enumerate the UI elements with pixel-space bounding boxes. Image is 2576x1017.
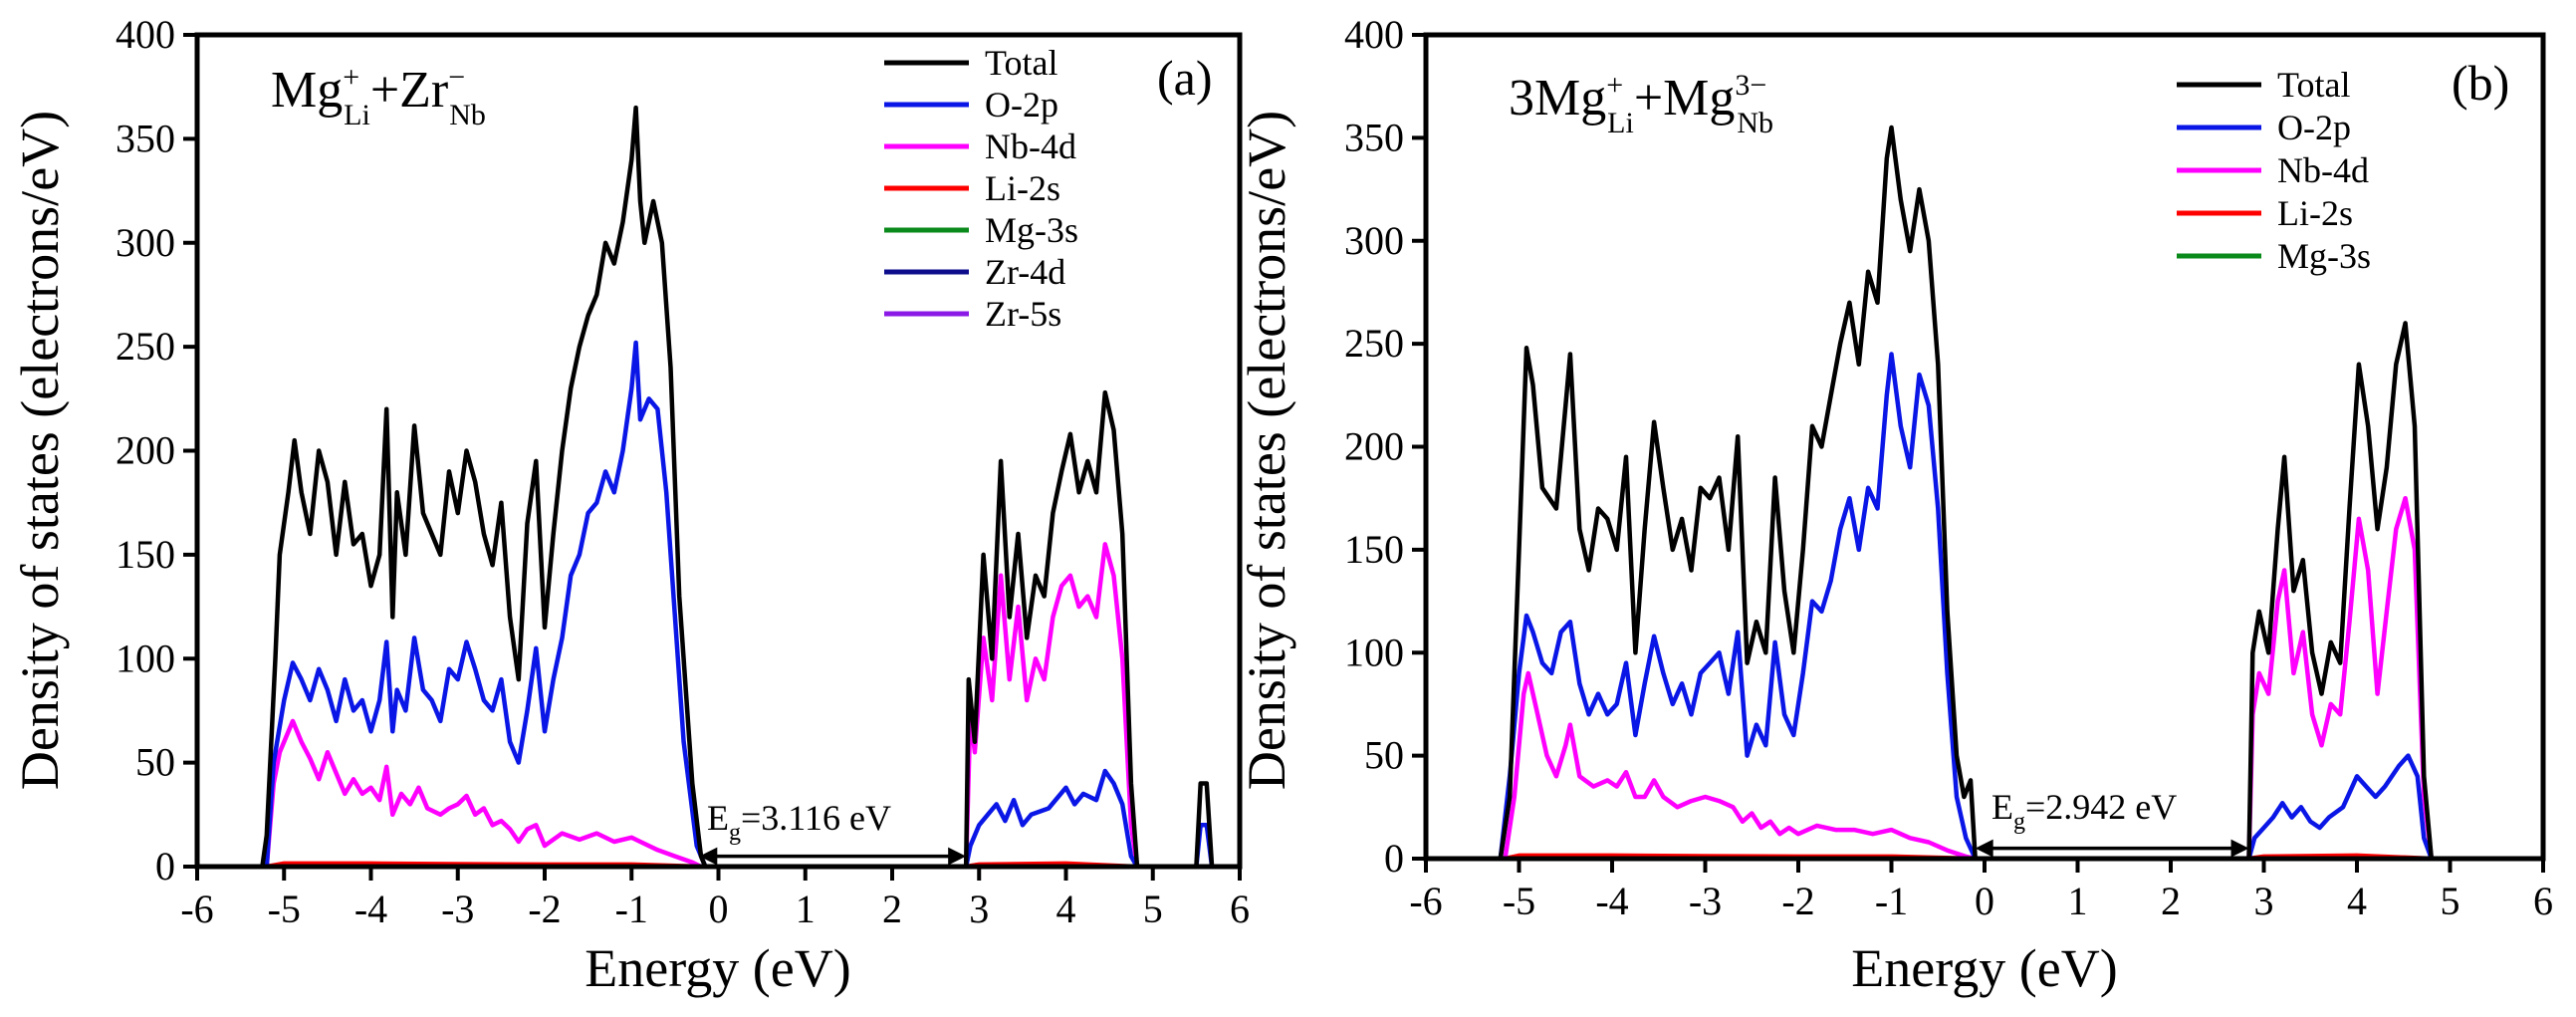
panel-b-x-axis-title: Energy (eV) xyxy=(1851,938,2117,998)
panel-b-ticks: -6 -5 -4 -3 -2 -1 0 1 2 3 4 5 6 0 50 100 150 200 250 300 350… xyxy=(1344,12,2553,923)
panel-b-y-tick-label: 150 xyxy=(1344,527,1404,572)
panel-b-x-tick-label: -4 xyxy=(1595,879,1628,923)
panel-b-x-tick-label: -6 xyxy=(1409,879,1442,923)
panel-a-x-tick-label: 6 xyxy=(1230,887,1250,931)
panel-b-y-tick-label: 0 xyxy=(1384,836,1404,881)
panel-a-plot-frame xyxy=(194,32,1243,870)
panel-a-x-tick-label: -5 xyxy=(268,887,301,931)
panel-a-legend-label-nb-4d: Nb-4d xyxy=(985,127,1076,166)
panel-a-x-tick-label: 3 xyxy=(969,887,989,931)
panel-a-gap-arrow-right-head xyxy=(948,847,967,866)
panel-b-gap-arrow-right-head xyxy=(2230,839,2249,858)
panel-b-x-tick-label: -2 xyxy=(1781,879,1814,923)
panel-a-series xyxy=(197,105,1240,870)
panel-b: -6 -5 -4 -3 -2 -1 0 1 2 3 4 5 6 0 50 100 150 200 250 300 350… xyxy=(1237,12,2553,998)
panel-b-series-total xyxy=(1426,125,2543,862)
panel-a-x-tick-label: -6 xyxy=(180,887,213,931)
panel-a-x-tick-label: -4 xyxy=(354,887,387,931)
panel-a-legend-label-o-2p: O-2p xyxy=(985,85,1058,125)
panel-b-x-tick-label: -1 xyxy=(1875,879,1908,923)
panel-b-x-tick-label: 2 xyxy=(2161,879,2181,923)
panel-a-legend-label-total: Total xyxy=(985,43,1057,83)
panel-b-plot-frame xyxy=(1423,32,2546,862)
panel-a: -6 -5 -4 -3 -2 -1 0 1 2 3 4 5 6 0 50 100 150 200 250 300 350… xyxy=(10,12,1250,998)
panel-a-x-tick-label: 1 xyxy=(796,887,816,931)
panel-a-x-tick-label: 2 xyxy=(882,887,902,931)
panel-a-legend-label-zr-4d: Zr-4d xyxy=(985,252,1065,292)
panel-b-x-tick-label: 5 xyxy=(2441,879,2460,923)
panel-a-x-tick-label: -2 xyxy=(528,887,561,931)
panel-b-x-tick-label: 4 xyxy=(2347,879,2367,923)
panel-b-x-tick-label: 1 xyxy=(2068,879,2088,923)
panel-b-y-tick-label: 350 xyxy=(1344,115,1404,159)
panel-a-legend-label-zr-5s: Zr-5s xyxy=(985,294,1061,334)
panel-b-x-tick-label: -3 xyxy=(1689,879,1722,923)
panel-a-formula: Mg+ Li+Zr− Nb xyxy=(271,61,486,131)
panel-a-x-tick-label: -1 xyxy=(615,887,648,931)
panel-b-legend-label-total: Total xyxy=(2277,65,2350,105)
panel-a-y-tick-label: 300 xyxy=(116,220,175,265)
panel-b-formula: 3Mg+ Li+Mg3− Nb xyxy=(1509,69,1773,139)
panel-a-y-tick-label: 350 xyxy=(116,116,175,160)
panel-b-y-axis-title: Density of states (electrons/eV) xyxy=(1237,111,1296,790)
panel-a-gap-arrow xyxy=(699,847,967,866)
panel-b-legend-label-li-2s: Li-2s xyxy=(2277,193,2353,233)
panel-b-y-tick-label: 250 xyxy=(1344,321,1404,366)
panel-a-series-total xyxy=(197,105,1240,870)
panel-a-y-tick-label: 400 xyxy=(116,12,175,57)
panel-b-y-tick-label: 100 xyxy=(1344,630,1404,674)
panel-a-y-tick-label: 0 xyxy=(155,844,175,889)
panel-a-label: (a) xyxy=(1157,50,1213,106)
panel-b-y-tick-label: 50 xyxy=(1364,733,1404,778)
panel-b-y-tick-label: 200 xyxy=(1344,424,1404,469)
panel-a-y-tick-label: 50 xyxy=(135,740,175,785)
panel-a-x-tick-label: 0 xyxy=(709,887,729,931)
panel-b-x-tick-label: 0 xyxy=(1975,879,1994,923)
panel-b-series-o-2p xyxy=(1426,352,2543,862)
panel-a-series-nb-4d xyxy=(197,542,1240,870)
panel-b-series-nb-4d xyxy=(1426,495,2543,862)
panel-a-legend-label-mg-3s: Mg-3s xyxy=(985,210,1078,250)
panel-b-y-tick-label: 400 xyxy=(1344,12,1404,57)
panel-b-legend-label-o-2p: O-2p xyxy=(2277,108,2351,147)
panel-a-legend-label-li-2s: Li-2s xyxy=(985,168,1060,208)
panel-a-series-o-2p xyxy=(197,340,1240,870)
panel-b-label: (b) xyxy=(2452,55,2509,111)
panel-a-y-axis-title: Density of states (electrons/eV) xyxy=(10,111,70,790)
panel-a-y-tick-label: 250 xyxy=(116,324,175,369)
panel-a-x-tick-label: 5 xyxy=(1143,887,1163,931)
panel-b-gap-arrow-left-head xyxy=(1975,839,1993,858)
panel-b-x-tick-label: 3 xyxy=(2254,879,2274,923)
panel-a-y-tick-label: 150 xyxy=(116,532,175,577)
panel-a-x-tick-label: -3 xyxy=(441,887,474,931)
panel-b-x-tick-label: -5 xyxy=(1503,879,1535,923)
panel-a-ticks: -6 -5 -4 -3 -2 -1 0 1 2 3 4 5 6 0 50 100 150 200 250 300 350… xyxy=(116,12,1250,931)
panel-b-gap-label: Eg=2.942 eV xyxy=(1991,787,2177,835)
panel-a-x-axis-title: Energy (eV) xyxy=(585,938,850,998)
panel-b-gap-arrow xyxy=(1975,839,2249,858)
panel-a-x-tick-label: 4 xyxy=(1056,887,1076,931)
panel-a-y-tick-label: 200 xyxy=(116,428,175,473)
panel-b-x-tick-label: 6 xyxy=(2533,879,2553,923)
panel-b-series xyxy=(1426,125,2543,862)
panel-a-y-tick-label: 100 xyxy=(116,636,175,680)
panel-a-gap-arrow-left-head xyxy=(699,847,718,866)
panel-b-legend-label-mg-3s: Mg-3s xyxy=(2277,236,2371,276)
panel-b-y-tick-label: 300 xyxy=(1344,218,1404,263)
panel-b-legend-label-nb-4d: Nb-4d xyxy=(2277,150,2369,190)
panel-a-gap-label: Eg=3.116 eV xyxy=(707,798,891,846)
